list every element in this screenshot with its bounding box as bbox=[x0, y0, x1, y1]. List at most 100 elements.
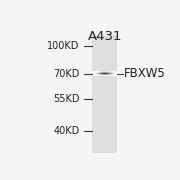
Bar bbox=[98, 73, 99, 74]
Bar bbox=[100, 73, 101, 74]
Bar bbox=[108, 72, 109, 73]
Bar bbox=[108, 73, 109, 74]
Bar bbox=[104, 74, 105, 75]
Bar bbox=[105, 72, 106, 73]
Bar bbox=[99, 72, 100, 73]
Bar bbox=[116, 72, 117, 73]
Bar bbox=[96, 75, 97, 76]
Bar bbox=[103, 73, 104, 74]
Bar bbox=[114, 74, 115, 75]
Bar bbox=[94, 75, 95, 76]
Bar bbox=[114, 73, 115, 74]
Bar bbox=[94, 73, 95, 74]
Bar bbox=[99, 73, 100, 74]
Bar bbox=[106, 72, 107, 73]
Bar bbox=[106, 74, 107, 75]
Bar bbox=[99, 75, 100, 76]
Bar bbox=[113, 73, 114, 74]
Bar bbox=[110, 71, 111, 72]
Bar bbox=[99, 74, 100, 75]
Bar bbox=[95, 75, 96, 76]
Bar bbox=[112, 75, 113, 76]
Bar bbox=[105, 72, 106, 73]
Bar bbox=[109, 74, 110, 75]
Bar bbox=[97, 74, 98, 75]
Bar bbox=[97, 72, 98, 73]
Bar bbox=[103, 75, 104, 76]
Bar bbox=[99, 72, 100, 73]
Bar bbox=[94, 72, 95, 73]
Bar bbox=[96, 73, 97, 74]
Bar bbox=[94, 72, 95, 73]
Bar bbox=[109, 72, 110, 73]
Bar bbox=[109, 72, 110, 73]
Bar bbox=[111, 73, 112, 74]
Bar bbox=[116, 73, 117, 74]
Bar bbox=[110, 75, 111, 76]
Bar bbox=[93, 72, 94, 73]
Bar bbox=[108, 75, 109, 76]
Bar bbox=[113, 73, 114, 74]
Bar bbox=[107, 72, 108, 73]
Bar bbox=[95, 73, 96, 74]
Bar bbox=[101, 73, 102, 74]
Bar bbox=[110, 72, 111, 73]
Bar bbox=[96, 73, 97, 74]
Bar bbox=[116, 75, 117, 76]
Bar bbox=[92, 73, 93, 74]
Bar bbox=[94, 73, 95, 74]
Bar bbox=[101, 72, 102, 73]
Bar bbox=[115, 72, 116, 73]
Bar bbox=[101, 72, 102, 73]
Bar bbox=[114, 75, 115, 76]
Bar bbox=[99, 71, 100, 72]
Bar bbox=[97, 73, 98, 74]
Bar bbox=[111, 72, 112, 73]
Bar bbox=[97, 75, 98, 76]
Text: 70KD: 70KD bbox=[53, 69, 80, 79]
Bar bbox=[93, 73, 94, 74]
Bar bbox=[114, 73, 115, 74]
Bar bbox=[104, 75, 105, 76]
Bar bbox=[110, 74, 111, 75]
Bar bbox=[103, 73, 104, 74]
Bar bbox=[103, 72, 104, 73]
Bar bbox=[92, 35, 117, 153]
Bar bbox=[116, 75, 117, 76]
Bar bbox=[111, 73, 112, 74]
Bar bbox=[114, 74, 115, 75]
Bar bbox=[117, 72, 118, 73]
Bar bbox=[111, 71, 112, 72]
Bar bbox=[114, 71, 115, 72]
Bar bbox=[114, 71, 115, 72]
Bar bbox=[94, 74, 95, 75]
Bar bbox=[115, 74, 116, 75]
Bar bbox=[93, 72, 94, 73]
Bar bbox=[115, 75, 116, 76]
Bar bbox=[104, 73, 105, 74]
Bar bbox=[102, 72, 103, 73]
Bar bbox=[93, 73, 94, 74]
Bar bbox=[98, 71, 99, 72]
Bar bbox=[105, 73, 106, 74]
Bar bbox=[93, 72, 94, 73]
Bar bbox=[111, 74, 112, 75]
Bar bbox=[114, 72, 115, 73]
Bar bbox=[97, 72, 98, 73]
Bar bbox=[109, 72, 110, 73]
Bar bbox=[99, 72, 100, 73]
Bar bbox=[116, 73, 117, 74]
Bar bbox=[98, 72, 99, 73]
Bar bbox=[117, 73, 118, 74]
Bar bbox=[110, 73, 111, 74]
Bar bbox=[95, 72, 96, 73]
Bar bbox=[94, 72, 95, 73]
Bar bbox=[115, 71, 116, 72]
Bar bbox=[112, 72, 113, 73]
Bar bbox=[100, 71, 101, 72]
Bar bbox=[100, 72, 101, 73]
Bar bbox=[95, 72, 96, 73]
Bar bbox=[107, 75, 108, 76]
Bar bbox=[111, 72, 112, 73]
Bar bbox=[94, 73, 95, 74]
